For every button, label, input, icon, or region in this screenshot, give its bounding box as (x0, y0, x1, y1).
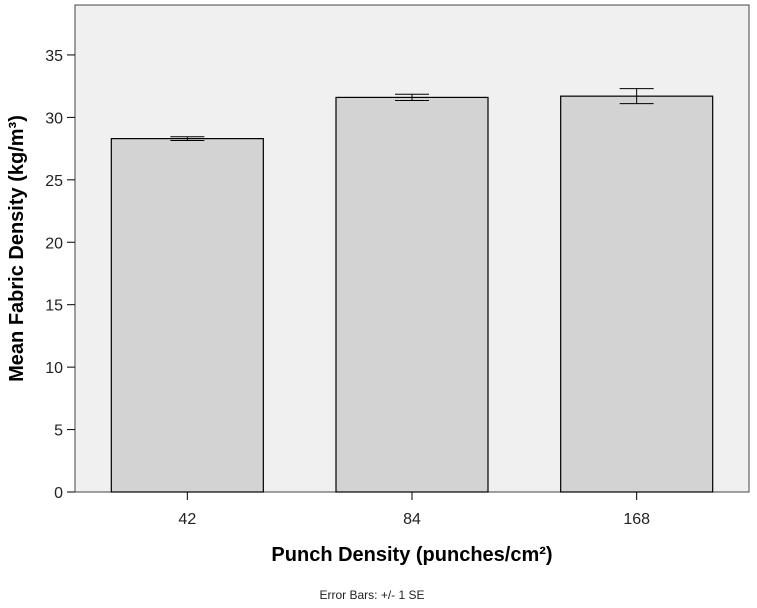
x-tick-label: 42 (178, 511, 196, 528)
y-tick-label: 30 (45, 110, 63, 127)
error-bars-group (170, 88, 654, 141)
y-tick-label: 25 (45, 173, 63, 190)
bar (335, 96, 489, 493)
bar (560, 95, 714, 493)
bar (110, 138, 264, 493)
x-tick-label: 168 (623, 511, 650, 528)
x-axis-title: Punch Density (punches/cm²) (271, 544, 552, 566)
y-tick-label: 15 (45, 298, 63, 315)
bars-group (110, 95, 714, 493)
x-tick-label: 84 (403, 511, 421, 528)
y-axis-title: Mean Fabric Density (kg/m³) (6, 115, 28, 382)
y-tick-label: 0 (54, 485, 63, 502)
y-axis: 0 5 10 15 20 25 30 35 (45, 48, 75, 502)
x-axis: 42 84 168 (178, 492, 650, 528)
error-bars-note: Error Bars: +/- 1 SE (319, 588, 424, 602)
y-tick-label: 10 (45, 360, 63, 377)
y-tick-label: 5 (54, 423, 63, 440)
y-tick-label: 20 (45, 235, 63, 252)
y-tick-label: 35 (45, 48, 63, 65)
